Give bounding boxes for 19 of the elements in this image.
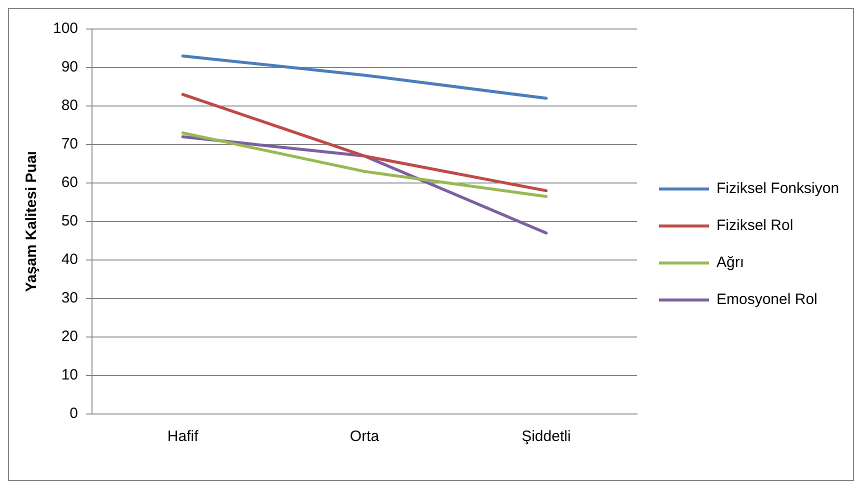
- y-tick-label: 0: [70, 405, 78, 422]
- y-tick-label: 90: [61, 58, 78, 76]
- y-tick-label: 10: [61, 366, 78, 384]
- y-tick-label: 80: [61, 97, 78, 114]
- y-tick-label: 50: [61, 212, 78, 230]
- y-tick-label: 20: [61, 328, 78, 346]
- y-tick-label: 70: [61, 136, 78, 153]
- legend-label: Fiziksel Fonksiyon: [716, 180, 840, 198]
- y-tick-label: 60: [61, 174, 78, 192]
- x-tick-label: Hafif: [167, 428, 200, 446]
- legend-label: Ağrı: [716, 254, 744, 272]
- legend-label: Emosyonel Rol: [716, 291, 818, 308]
- y-axis-title: Yaşam Kalitesi Puaı: [23, 151, 40, 292]
- legend-label: Fiziksel Rol: [716, 217, 794, 234]
- y-tick-label: 40: [61, 251, 78, 268]
- y-tick-label: 30: [61, 290, 78, 307]
- x-tick-label: Orta: [350, 428, 380, 446]
- y-tick-label: 100: [52, 20, 78, 38]
- x-tick-label: Şiddetli: [522, 428, 571, 446]
